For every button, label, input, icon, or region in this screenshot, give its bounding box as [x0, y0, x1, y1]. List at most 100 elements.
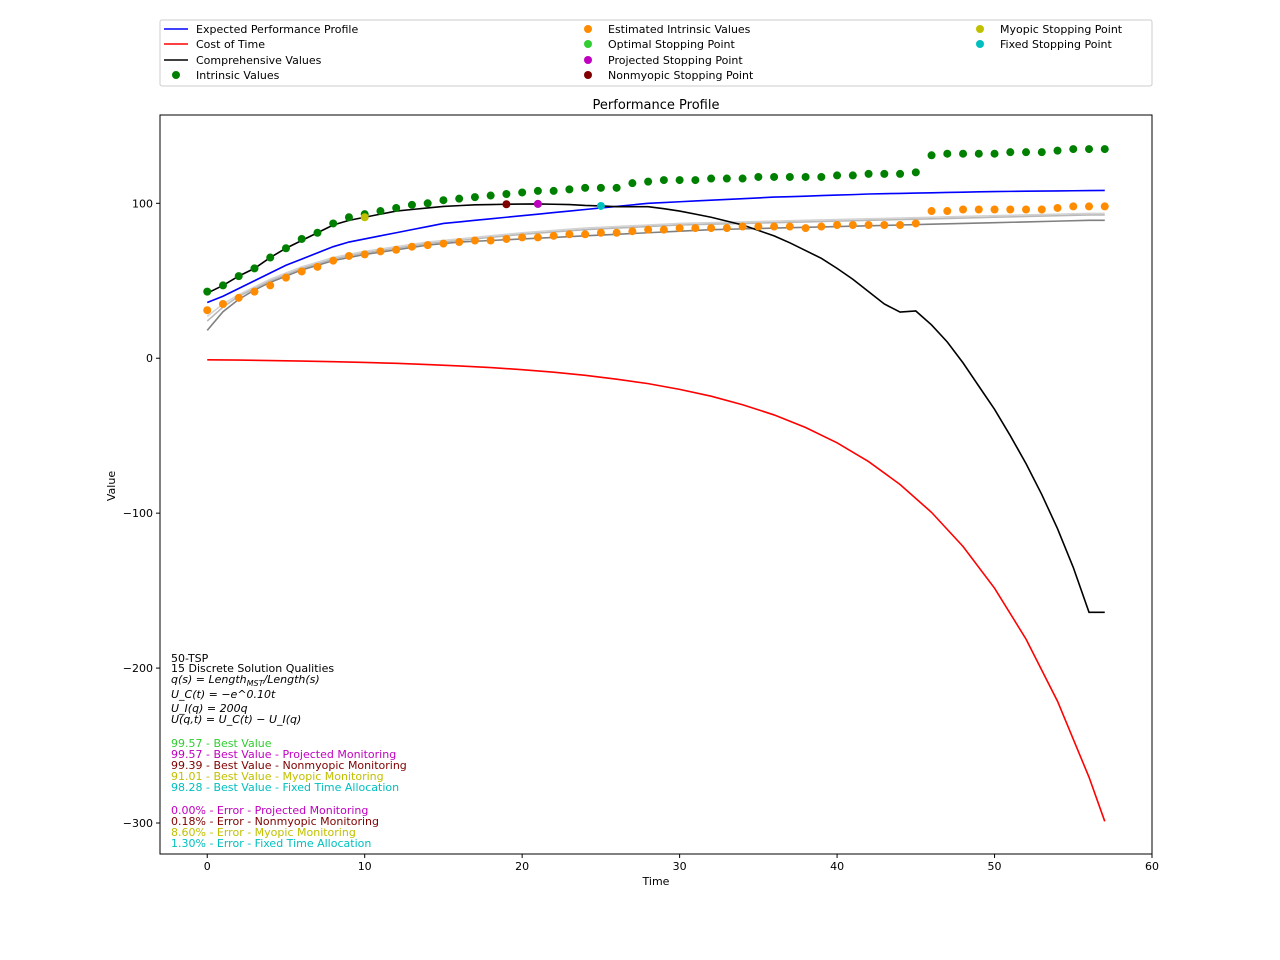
estimated-intrinsic-values-point [407, 242, 416, 251]
myopic-stopping-point-marker [360, 213, 369, 222]
estimated-intrinsic-values-point [297, 267, 306, 276]
intrinsic-values-point [1006, 148, 1015, 157]
y-tick-label: 100 [132, 197, 153, 210]
legend-label: Projected Stopping Point [608, 54, 743, 67]
intrinsic-values-point [203, 287, 212, 296]
legend-item-comprehensive-values: Comprehensive Values [164, 54, 322, 67]
x-tick-label: 20 [515, 860, 529, 873]
annotation-qualities: 15 Discrete Solution Qualities [171, 662, 334, 675]
intrinsic-values-point [707, 174, 716, 183]
y-tick-label: −200 [123, 662, 153, 675]
legend-marker-swatch [584, 25, 592, 33]
estimated-intrinsic-values-point [281, 273, 290, 282]
intrinsic-values-point [738, 174, 747, 183]
estimated-intrinsic-values-point [644, 225, 653, 234]
cost-of-time-line [207, 358, 1106, 822]
estimated-intrinsic-values-point [959, 205, 968, 214]
intrinsic-values-point [770, 172, 779, 181]
intrinsic-values-point [596, 183, 605, 192]
estimated-intrinsic-values-point [817, 222, 826, 231]
intrinsic-values-point [407, 200, 416, 209]
estimated-intrinsic-values-point [612, 228, 621, 237]
intrinsic-values-point [1085, 145, 1094, 154]
estimated-intrinsic-values-point [628, 227, 637, 236]
intrinsic-values-point [549, 186, 558, 195]
estimated-intrinsic-values-point [439, 239, 448, 248]
estimated-intrinsic-values-point [990, 205, 999, 214]
intrinsic-values-point [1100, 145, 1109, 154]
estimated-intrinsic-values-point [896, 220, 905, 229]
intrinsic-values-point [329, 219, 338, 228]
intrinsic-values-point [880, 169, 889, 178]
intrinsic-values-point [455, 194, 464, 203]
intrinsic-values-point [974, 149, 983, 158]
annotation-formula: U(q,t) = U_C(t) − U_I(q) [171, 713, 301, 726]
legend-item-expected-performance-profile: Expected Performance Profile [164, 23, 358, 36]
intrinsic-values-point [785, 172, 794, 181]
estimated-intrinsic-values-point [675, 224, 684, 233]
annotation-formula: U_C(t) = −e^0.10t [171, 688, 276, 701]
intrinsic-values-point [344, 213, 353, 222]
estimated-intrinsic-values-point [1100, 202, 1109, 211]
legend-item-intrinsic-values: Intrinsic Values [172, 69, 280, 82]
best-value-line: 99.39 - Best Value - Nonmyopic Monitorin… [171, 759, 407, 772]
chart-title: Performance Profile [593, 98, 720, 113]
estimated-intrinsic-values-point [848, 220, 857, 229]
estimated-intrinsic-values-point [203, 306, 212, 315]
legend: Expected Performance Profile Cost of Time… [159, 19, 1153, 87]
estimated-intrinsic-values-point [943, 207, 952, 216]
best-value-line: 99.57 - Best Value - Projected Monitorin… [171, 748, 396, 761]
estimated-intrinsic-values-point [911, 219, 920, 228]
legend-item-nonmyopic-stopping-point: Nonmyopic Stopping Point [584, 69, 754, 82]
fixed-stopping-point-marker [596, 201, 605, 210]
plot-area [159, 114, 1153, 855]
estimated-intrinsic-values-point [880, 220, 889, 229]
legend-label: Comprehensive Values [196, 54, 322, 67]
intrinsic-values-point [864, 169, 873, 178]
estimated-intrinsic-values-point [502, 234, 511, 243]
y-axis-label: Value [105, 471, 118, 501]
estimated-intrinsic-values-point [470, 236, 479, 245]
intrinsic-values-point [943, 149, 952, 158]
estimated-intrinsic-values-point [864, 220, 873, 229]
estimated-intrinsic-values-point [360, 250, 369, 259]
intrinsic-values-point [1053, 146, 1062, 155]
intrinsic-values-point [266, 253, 275, 262]
intrinsic-values-point [927, 151, 936, 160]
legend-item-myopic-stopping-point: Myopic Stopping Point [976, 23, 1123, 36]
estimated-intrinsic-values-point [392, 245, 401, 254]
intrinsic-values-point [1022, 148, 1031, 157]
intrinsic-values-point [1037, 148, 1046, 157]
x-tick-label: 30 [673, 860, 687, 873]
annotation-formula: q(s) = LengthMST/Length(s) [171, 673, 320, 688]
estimated-intrinsic-values-point [1037, 205, 1046, 214]
estimated-intrinsic-values-point [266, 281, 275, 290]
best-value-line: 99.57 - Best Value [171, 737, 272, 750]
projected-stopping-point-marker [533, 199, 542, 208]
x-tick-label: 40 [830, 860, 844, 873]
x-tick-label: 50 [988, 860, 1002, 873]
estimated-intrinsic-values-point [376, 247, 385, 256]
estimated-intrinsic-values-point [785, 222, 794, 231]
error-line: 0.00% - Error - Projected Monitoring [171, 804, 368, 817]
reference-profile-7-line [206, 212, 1105, 318]
estimated-intrinsic-values-point [974, 205, 983, 214]
estimated-intrinsic-values-point [518, 233, 527, 242]
x-tick-label: 60 [1145, 860, 1159, 873]
intrinsic-values-point [754, 172, 763, 181]
annotation-formula: U_I(q) = 200q [171, 702, 248, 715]
intrinsic-values-point [392, 203, 401, 212]
estimated-intrinsic-values-point [581, 230, 590, 239]
estimated-intrinsic-values-point [250, 287, 259, 296]
legend-item-cost-of-time: Cost of Time [164, 38, 265, 51]
intrinsic-values-point [691, 176, 700, 185]
estimated-intrinsic-values-point [344, 251, 353, 260]
estimated-intrinsic-values-point [1022, 205, 1031, 214]
estimated-intrinsic-values-point [1069, 202, 1078, 211]
intrinsic-values-point [234, 272, 243, 281]
intrinsic-values-point [486, 191, 495, 200]
x-tick-label: 0 [204, 860, 211, 873]
legend-label: Intrinsic Values [196, 69, 280, 82]
legend-label: Nonmyopic Stopping Point [608, 69, 754, 82]
x-axis-label: Time [642, 875, 670, 888]
